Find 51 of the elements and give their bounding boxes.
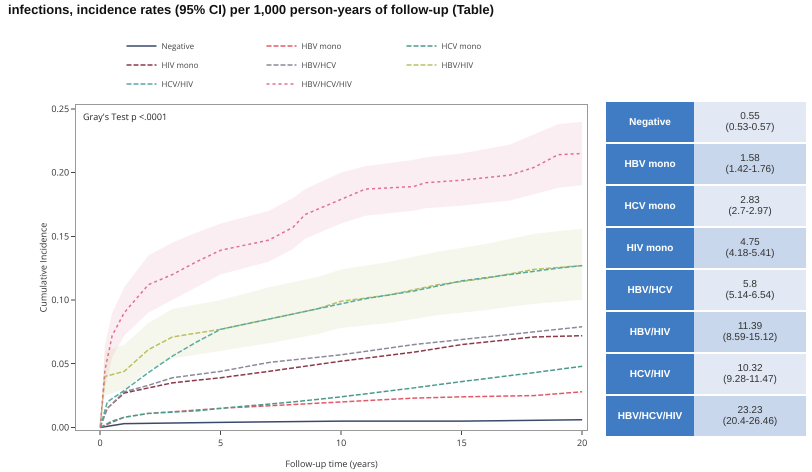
legend-label: HBV mono: [302, 41, 342, 52]
line-series: [99, 366, 583, 428]
text: (1.42-1.76): [726, 164, 774, 175]
category-label: Negative: [606, 102, 694, 142]
text: 10.32: [737, 363, 763, 374]
annotation: Gray's Test p <.0001: [83, 110, 168, 123]
legend-label: HCV/HIV: [162, 79, 194, 90]
text: (8.59-15.12): [722, 332, 778, 343]
legend-label: HBV/HIV: [442, 60, 474, 72]
line-series: [99, 264, 583, 428]
text: 5.8: [743, 279, 757, 290]
text: (0.53-0.57): [726, 122, 774, 133]
category-label: HBV/HCV: [606, 270, 694, 310]
category-label: HBV/HCV/HIV: [606, 396, 694, 436]
text: 11.39: [738, 321, 762, 332]
line-series: [99, 391, 583, 428]
text: 2.83: [740, 195, 760, 206]
chart-title: infections, incidence rates (95% CI) per 1,000 person-years of follow-up (Table): [8, 2, 494, 17]
legend-label: Negative: [162, 41, 195, 52]
y-axis-title: Cumulative Incidence: [36, 222, 50, 312]
y-tick-label: 0.25: [51, 102, 70, 115]
y-tick-label: 0.10: [51, 293, 70, 306]
y-tick-label: 0.20: [51, 166, 70, 179]
x-axis-title: Follow-up time (years): [285, 457, 378, 470]
legend-label: HBV/HCV/HIV: [302, 79, 352, 90]
x-tick-label: 5: [218, 436, 224, 449]
text: (5.14-6.54): [726, 290, 774, 301]
line-series: [99, 419, 583, 428]
legend-label: HIV mono: [162, 60, 199, 72]
category-label: HIV mono: [606, 228, 694, 268]
x-tick-label: 0: [98, 436, 103, 449]
y-tick-label: 0.15: [51, 229, 70, 242]
x-tick-label: 10: [336, 436, 346, 449]
text: 1.58: [740, 153, 760, 164]
category-label: HBV/HIV: [606, 312, 694, 352]
text: (4.18-5.41): [726, 248, 774, 259]
x-tick-label: 15: [456, 436, 467, 449]
y-tick-label: 0.05: [51, 356, 70, 370]
text: (2.7-2.97): [728, 206, 772, 217]
category-label: HCV mono: [606, 186, 694, 226]
text: (9.28-11.47): [723, 374, 777, 385]
text: 4.75: [740, 237, 760, 248]
text: (20.4-26.46): [722, 416, 778, 427]
text: 0.55: [740, 111, 760, 122]
legend-label: HBV/HCV: [302, 60, 336, 72]
x-tick-label: 20: [577, 436, 588, 449]
category-label: HBV mono: [606, 144, 694, 184]
category-label: HCV/HIV: [606, 354, 694, 394]
legend-label: HCV mono: [442, 41, 482, 52]
y-tick-label: 0.00: [51, 420, 70, 434]
text: 23.23: [737, 405, 763, 416]
